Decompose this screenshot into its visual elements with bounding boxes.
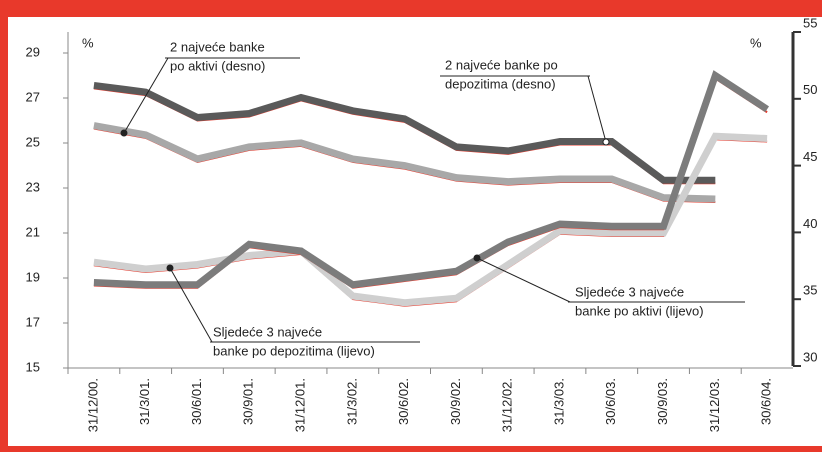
annotation: Sljedeće 3 najveće	[575, 284, 684, 299]
annotation-dot	[473, 254, 481, 262]
annotation-dot	[166, 264, 174, 272]
line	[93, 132, 768, 307]
y-tick-label: 23	[26, 179, 40, 194]
x-tick-label: 30/6/03.	[603, 378, 618, 425]
y-unit: %	[82, 35, 94, 50]
annotation-dot	[120, 129, 128, 137]
y2-tick-label: 55	[803, 15, 817, 30]
annotation: banke po aktivi (lijevo)	[575, 303, 704, 318]
y2-tick-label: 50	[803, 82, 817, 97]
y-tick-label: 21	[26, 224, 40, 239]
y-tick-label: 25	[26, 134, 40, 149]
y2-tick-label: 30	[803, 349, 817, 364]
y-tick-label: 29	[26, 44, 40, 59]
frame-left	[0, 0, 8, 452]
leader-line	[169, 267, 213, 343]
annotation: banke po depozitima (lijevo)	[213, 343, 375, 358]
x-tick-label: 31/12/02.	[500, 378, 515, 432]
line	[93, 70, 770, 289]
x-tick-label: 31/3/01.	[137, 378, 152, 425]
y2-tick-label: 40	[803, 216, 817, 231]
annotation: po aktivi (desno)	[170, 58, 265, 73]
y2-unit: %	[750, 35, 762, 50]
annotation: Sljedeće 3 najveće	[213, 324, 322, 339]
y-tick-label: 27	[26, 89, 40, 104]
x-tick-label: 31/12/03.	[707, 378, 722, 432]
annotation: 2 najveće banke	[170, 39, 265, 54]
x-tick-label: 30/6/01.	[189, 378, 204, 425]
annotation: 2 najveće banke po	[445, 57, 558, 72]
leader-line	[123, 57, 169, 134]
x-tick-label: 31/12/00.	[85, 378, 100, 432]
line	[93, 81, 716, 184]
y-tick-label: 19	[26, 269, 40, 284]
y2-tick-label: 35	[803, 283, 817, 298]
x-tick-label: 30/9/02.	[448, 378, 463, 425]
y-tick-label: 17	[26, 314, 40, 329]
x-tick-label: 30/6/02.	[396, 378, 411, 425]
x-tick-label: 30/9/01.	[241, 378, 256, 425]
annotation-dot	[602, 138, 610, 146]
leader-line	[476, 257, 571, 303]
frame-top	[0, 0, 822, 17]
x-tick-label: 31/3/02.	[344, 378, 359, 425]
x-tick-label: 31/3/03.	[551, 378, 566, 425]
leader-line	[587, 75, 607, 143]
x-tick-label: 30/9/03.	[655, 378, 670, 425]
x-tick-label: 31/12/01.	[292, 378, 307, 432]
frame-bottom	[0, 446, 822, 452]
y-tick-label: 15	[26, 359, 40, 374]
x-tick-label: 30/6/04.	[759, 378, 774, 425]
y2-tick-label: 45	[803, 149, 817, 164]
line	[93, 122, 716, 203]
annotation: depozitima (desno)	[445, 76, 556, 91]
